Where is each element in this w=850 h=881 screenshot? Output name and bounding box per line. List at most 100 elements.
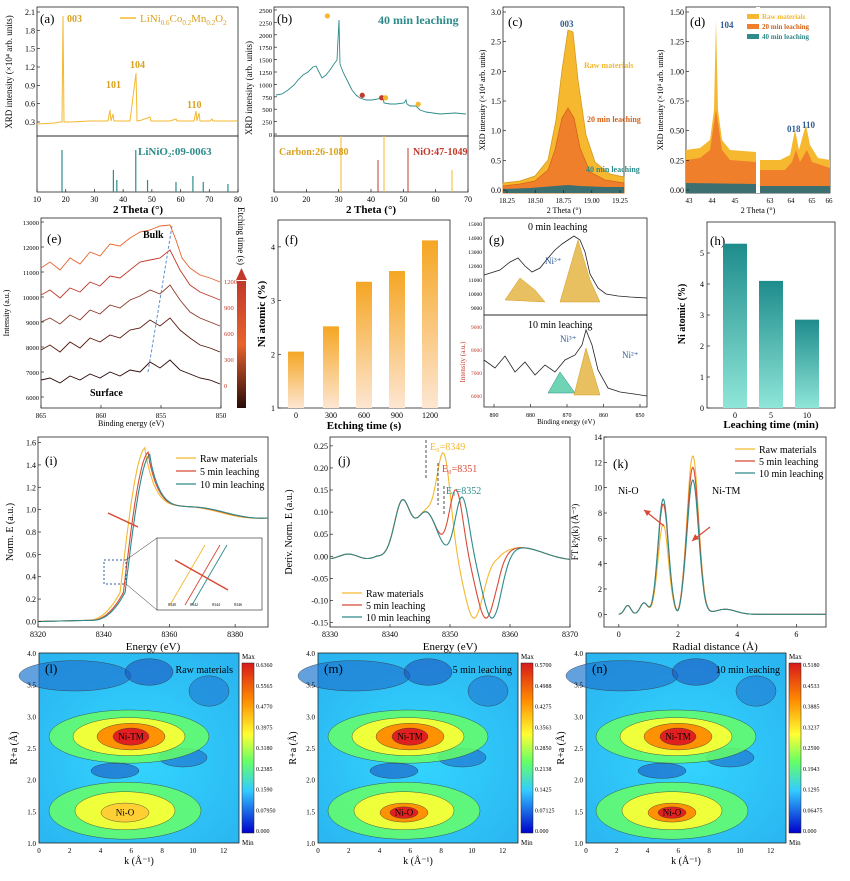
xtick-heatmap: 0 xyxy=(37,847,41,855)
area-c-40min xyxy=(503,185,624,193)
yticks-c: 0.0 0.5 1.0 1.5 2.0 2.5 3.0 xyxy=(491,8,506,195)
ytick-c: 1.0 xyxy=(491,127,501,136)
ytick-j: 0.05 xyxy=(314,530,328,539)
bar-f xyxy=(356,281,372,408)
xlabel-f: Etching time (s) xyxy=(327,420,402,432)
colorbar-max: Max xyxy=(789,653,802,661)
panel-b: (b) 40 min leaching Carbon:26-1080 NiO:4… xyxy=(244,6,472,216)
ytick-i: 0.0 xyxy=(26,617,36,626)
bar-f xyxy=(422,240,438,408)
xtick-j: 8350 xyxy=(442,630,458,639)
ytick-heatmap: 3.0 xyxy=(306,713,315,721)
xtick-b: 40 xyxy=(367,195,375,204)
colorbar-tick: 0.5700 xyxy=(535,663,552,669)
bar-h xyxy=(795,319,819,408)
colorbar-max: Max xyxy=(521,653,534,661)
colorbar-tick: 0.2138 xyxy=(535,767,552,773)
xtick-heatmap: 6 xyxy=(409,847,413,855)
panel-label-d: (d) xyxy=(690,14,705,29)
peak-label-d-018: 018 xyxy=(787,124,801,134)
ytick-d: 0.00 xyxy=(670,186,684,195)
colorbar-title-e: Etching time (s) xyxy=(236,207,246,265)
ytick-f: 3 xyxy=(271,297,275,306)
ytick-e: 10000 xyxy=(23,295,39,302)
xtick-a: 30 xyxy=(90,195,98,204)
contour xyxy=(637,763,687,779)
contour xyxy=(735,675,777,707)
xlabel-k: Radial distance (Å) xyxy=(672,641,758,653)
ytick-i: 1.4 xyxy=(26,461,36,470)
ytick-i: 0.8 xyxy=(26,528,36,537)
reference-lines-a xyxy=(61,150,229,192)
contour xyxy=(389,806,419,819)
ytick-j: -0.05 xyxy=(311,574,328,583)
ytick-g-top: 13000 xyxy=(468,250,482,256)
xticks-c: 18.25 18.50 18.75 19.00 19.25 xyxy=(499,190,628,205)
e0-label-raw: E₀=8349 xyxy=(430,442,465,453)
panel-k: (k) Ni-O Ni-TM Raw materials 5 min leach… xyxy=(570,433,827,653)
xtick-b: 10 xyxy=(270,195,278,204)
ytick-k: 14 xyxy=(594,433,602,442)
ylabel-d: XRD intensity (×10⁴ arb. units) xyxy=(656,49,665,150)
axis-break-d xyxy=(756,7,760,193)
ytick-heatmap: 3.0 xyxy=(27,713,36,721)
legend-d-raw: Raw materials xyxy=(762,13,806,21)
xlabel-c: 2 Theta (°) xyxy=(547,206,582,215)
ytick-k: 2 xyxy=(598,585,602,594)
xlabel-heatmap: k (Å⁻¹) xyxy=(124,855,154,867)
ytick-f: 2 xyxy=(271,350,275,359)
yticks-d: 0.00 0.25 0.50 0.75 1.00 1.25 1.50 xyxy=(670,8,689,195)
colorbar-e xyxy=(237,281,246,408)
inset-xticks-i: 8340 8342 8344 8346 xyxy=(168,602,242,607)
colorbar-tick: 0.5565 xyxy=(256,684,273,690)
ytick-j: 0.20 xyxy=(314,464,328,473)
ytick-c: 0.5 xyxy=(491,156,501,165)
ytick-h: 2 xyxy=(700,342,704,351)
ytick-a: 0.9 xyxy=(25,81,35,90)
panel-a: (a) LiNi0.6Co0.2Mn0.2O2 003 101 104 110 … xyxy=(4,6,242,216)
bar-f xyxy=(288,351,304,408)
peak-label-d-110: 110 xyxy=(802,120,816,130)
ytick-heatmap: 2.5 xyxy=(306,745,315,753)
peak-label-104: 104 xyxy=(130,60,145,71)
legend-i-10min: 10 min leaching xyxy=(200,480,264,491)
ytick-g-bottom: 9000 xyxy=(471,325,482,331)
xtick-i: 8380 xyxy=(227,630,243,639)
ytick-heatmap: 2.5 xyxy=(27,745,36,753)
ylabel-e: Intensity (a.u.) xyxy=(2,289,11,336)
label-surface: Surface xyxy=(90,388,123,399)
xticks-f: 0 300 600 900 1200 xyxy=(294,411,438,420)
colorbar-tick-e: 600 xyxy=(224,331,234,338)
contour xyxy=(369,763,419,779)
xtick-g: 880 xyxy=(526,413,535,419)
legend-j-5min: 5 min leaching xyxy=(366,601,425,612)
arrow-up-icon xyxy=(236,268,247,280)
contour xyxy=(659,727,697,746)
heatmap-title: Raw materials xyxy=(176,665,234,676)
ytick-e: 7000 xyxy=(26,370,39,377)
ytick-heatmap: 3.5 xyxy=(306,682,315,690)
ytick-d: 0.50 xyxy=(670,127,684,136)
ytick-i: 0.2 xyxy=(26,595,36,604)
label-ni-tm: Ni-TM xyxy=(118,732,144,742)
xlabel-heatmap: k (Å⁻¹) xyxy=(671,855,701,867)
colorbar xyxy=(788,662,802,834)
xtick-h: 10 xyxy=(803,411,811,420)
xtick-d: 43 xyxy=(686,197,694,205)
ytick-a: 0.6 xyxy=(25,100,35,109)
panel-label-g: (g) xyxy=(489,232,504,247)
panel-label-e: (e) xyxy=(47,231,61,246)
colorbar-tick: 0.07950 xyxy=(256,808,276,814)
ytick-g-top: 10000 xyxy=(468,292,482,298)
ytick-b: 2250 xyxy=(259,20,272,27)
colorbar-tick: 0.4770 xyxy=(256,705,273,711)
xtick-c: 19.25 xyxy=(612,197,628,205)
colorbar-tick: 0.4533 xyxy=(803,684,820,690)
colorbar-min: Min xyxy=(789,839,801,847)
inset-xtick-i: 8346 xyxy=(234,602,242,607)
yticks-e: 6000 7000 8000 9000 10000 11000 12000 13000 xyxy=(23,220,44,402)
xtick-f: 1200 xyxy=(422,411,438,420)
xtick-heatmap: 10 xyxy=(736,847,744,855)
xtick-heatmap: 10 xyxy=(189,847,197,855)
ytick-d: 0.75 xyxy=(670,97,684,106)
